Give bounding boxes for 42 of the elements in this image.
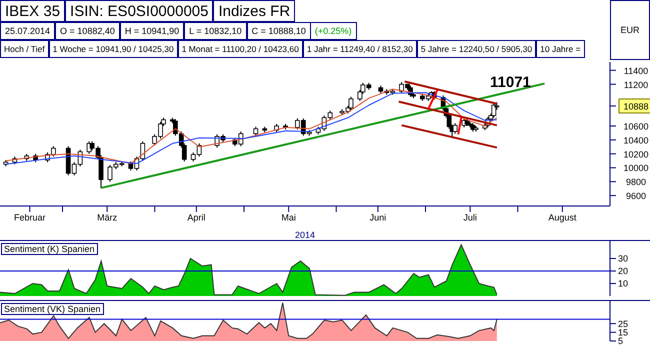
y-tick-label: 20 bbox=[618, 266, 628, 276]
y-tick-label: 10200 bbox=[623, 149, 649, 160]
y-tick-label: 15 bbox=[618, 328, 628, 338]
text: 25.07.2014 bbox=[0, 22, 56, 40]
y-tick-label: 11200 bbox=[624, 80, 648, 90]
x-tick-label: Mai bbox=[281, 212, 296, 222]
chart-subtitle: ISIN: ES0SI0000005 bbox=[65, 0, 214, 22]
x-tick-label: April bbox=[187, 212, 206, 222]
x-tick-label: Juni bbox=[370, 212, 386, 222]
text: 1 Monat = 11100,20 / 10423,60 bbox=[178, 40, 303, 58]
y-tick-label: 10 bbox=[618, 278, 628, 289]
text: 1 Woche = 10941,90 / 10425,30 bbox=[48, 40, 178, 58]
y-tick-label: 10000 bbox=[623, 163, 649, 174]
y-tick-label: 10888 bbox=[623, 101, 649, 112]
chart-title: Sentiment (VK) Spanien bbox=[1, 303, 104, 315]
text: (+0.25%) bbox=[310, 22, 357, 40]
text: L = 10832,10 bbox=[184, 22, 247, 40]
text: 5 Jahre = 12240,50 / 5905,30 bbox=[416, 40, 536, 58]
text: O = 10882,40 bbox=[55, 22, 120, 40]
text: Hoch / Tief bbox=[0, 40, 49, 58]
y-tick-label: 5 bbox=[618, 336, 624, 345]
x-axis-title: 2014 bbox=[294, 230, 316, 240]
text: 10 Jahre = bbox=[536, 40, 585, 58]
y-axis-title: EUR bbox=[610, 0, 650, 60]
y-tick-label: 10600 bbox=[623, 122, 649, 132]
chart-title: Sentiment (K) Spanien bbox=[1, 243, 98, 255]
x-tick-label: März bbox=[97, 212, 118, 222]
text: 1 Jahr = 11249,40 / 8152,30 bbox=[302, 40, 417, 58]
y-tick-label: 11400 bbox=[624, 66, 648, 76]
text: H = 10941,90 bbox=[120, 22, 184, 40]
x-tick-label: Juli bbox=[463, 212, 477, 222]
chart-title: IBEX 35 bbox=[0, 0, 66, 22]
x-tick-label: Februar bbox=[14, 212, 46, 222]
y-tick-label: 30 bbox=[618, 254, 628, 264]
y-tick-label: 25 bbox=[618, 318, 628, 329]
y-tick-label: 10400 bbox=[623, 135, 649, 146]
y-tick-label: 9800 bbox=[626, 177, 646, 188]
x-tick-label: August bbox=[548, 212, 577, 222]
annotation: 11071 bbox=[490, 74, 531, 91]
text: Indizes FR bbox=[213, 0, 296, 22]
y-tick-label: 9600 bbox=[626, 191, 646, 202]
text: C = 10888,10 bbox=[246, 22, 311, 40]
